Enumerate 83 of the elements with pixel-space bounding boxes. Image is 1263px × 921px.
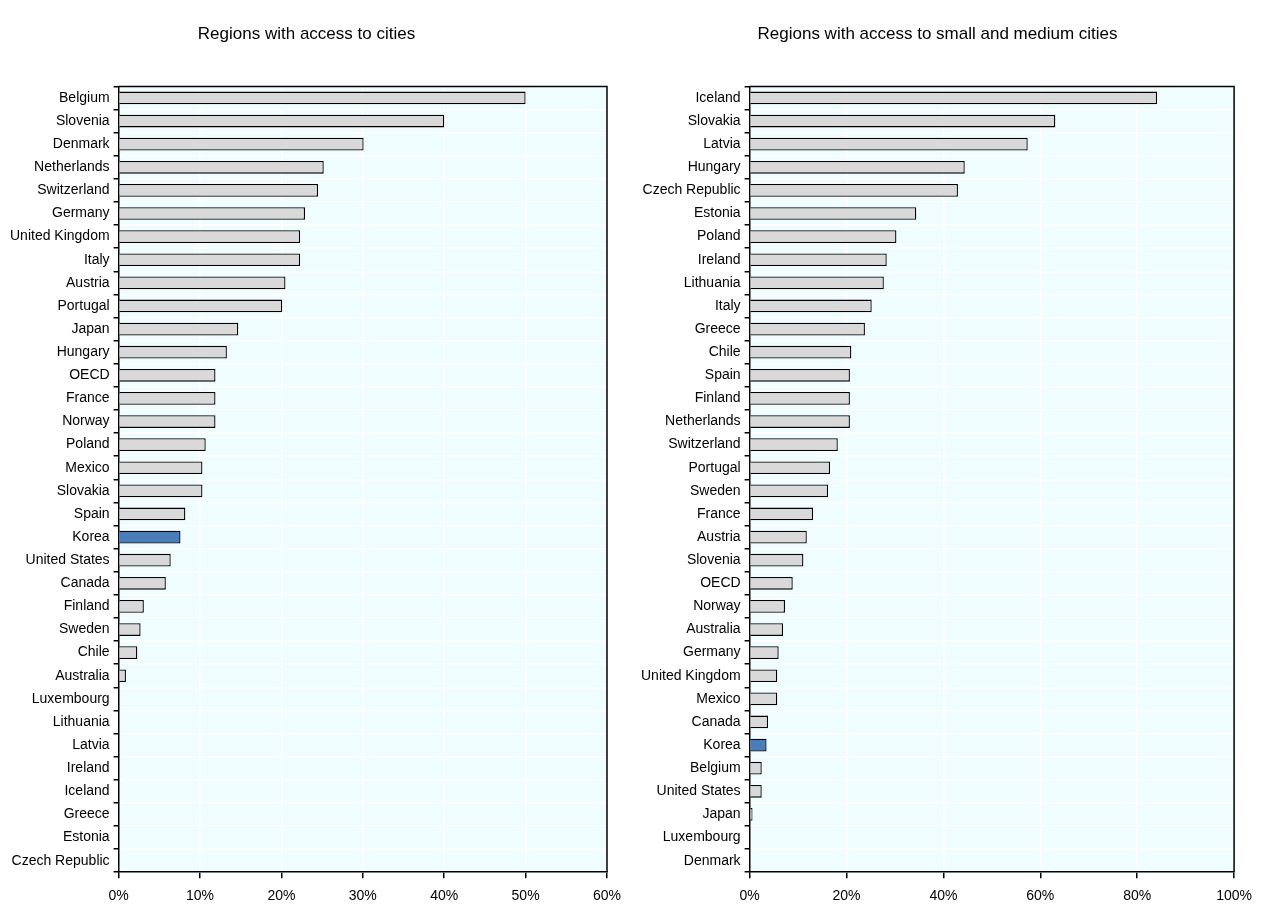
y-tick-label: OECD — [700, 574, 741, 591]
y-tick-label: Greece — [63, 805, 110, 822]
y-tick-label: Slovenia — [55, 111, 110, 128]
y-tick-label: Spain — [73, 504, 110, 521]
y-tick-label: Korea — [72, 527, 110, 544]
y-tick-label: Hungary — [687, 158, 741, 175]
y-tick-label: Japan — [702, 805, 741, 822]
y-tick-label: Japan — [71, 319, 110, 336]
y-tick-label: Chile — [77, 643, 110, 660]
y-tick-label: Germany — [683, 643, 741, 660]
x-tick-label: 60% — [592, 887, 622, 904]
y-tick-label: France — [697, 504, 741, 521]
y-tick-label: United Kingdom — [9, 227, 110, 244]
y-tick-label: Poland — [66, 435, 110, 452]
y-tick-label: Norway — [693, 597, 741, 614]
y-tick-label: Netherlands — [665, 412, 741, 429]
y-tick-label: Australia — [55, 666, 110, 683]
x-tick-label: 50% — [511, 887, 540, 904]
y-tick-label: Poland — [697, 227, 741, 244]
chart-title: Regions with access to cities — [197, 23, 416, 43]
y-tick-label: Sweden — [690, 481, 741, 498]
x-tick-label: 40% — [929, 887, 958, 904]
y-tick-label: Mexico — [65, 458, 110, 475]
y-tick-label: Czech Republic — [11, 851, 110, 868]
y-tick-label: Czech Republic — [642, 181, 741, 198]
x-tick-label: 30% — [348, 887, 377, 904]
y-tick-label: Hungary — [56, 343, 110, 360]
y-tick-label: Germany — [52, 204, 110, 221]
y-tick-label: Slovakia — [687, 111, 741, 128]
y-tick-label: Lithuania — [52, 712, 110, 729]
y-tick-label: Italy — [83, 250, 110, 267]
x-tick-label: 80% — [1123, 887, 1152, 904]
y-tick-label: Estonia — [62, 828, 110, 845]
y-tick-label: Belgium — [690, 759, 741, 776]
y-tick-label: Slovenia — [686, 551, 741, 568]
y-tick-label: United States — [656, 782, 741, 799]
y-tick-label: Luxembourg — [31, 689, 110, 706]
y-tick-label: Korea — [703, 735, 741, 752]
y-tick-label: Switzerland — [668, 435, 741, 452]
y-tick-label: United States — [25, 551, 110, 568]
y-tick-label: Ireland — [697, 250, 741, 267]
y-tick-label: Greece — [694, 319, 741, 336]
x-tick-label: 0% — [108, 887, 129, 904]
y-tick-label: Lithuania — [683, 273, 741, 290]
y-tick-label: Chile — [708, 343, 741, 360]
y-tick-label: Iceland — [64, 782, 110, 799]
x-tick-label: 100% — [1216, 887, 1252, 904]
y-tick-label: Australia — [686, 620, 741, 637]
y-tick-label: Canada — [60, 574, 110, 591]
x-tick-label: 40% — [430, 887, 459, 904]
y-tick-label: Iceland — [695, 88, 741, 105]
y-tick-label: Ireland — [66, 759, 110, 776]
x-tick-label: 10% — [185, 887, 215, 904]
y-tick-label: United Kingdom — [640, 666, 741, 683]
y-tick-label: Italy — [714, 296, 741, 313]
y-tick-label: Portugal — [688, 458, 741, 475]
y-tick-label: Switzerland — [37, 181, 110, 198]
x-tick-label: 20% — [267, 887, 296, 904]
y-tick-label: Austria — [66, 273, 110, 290]
x-tick-label: 60% — [1026, 887, 1055, 904]
chart-title: Regions with access to small and medium cities — [757, 23, 1118, 43]
y-tick-label: Sweden — [59, 620, 110, 637]
y-tick-label: Netherlands — [34, 158, 110, 175]
y-tick-label: Estonia — [693, 204, 741, 221]
y-tick-label: Luxembourg — [662, 828, 741, 845]
y-tick-label: Mexico — [696, 689, 741, 706]
y-tick-label: Denmark — [683, 851, 742, 868]
x-tick-label: 0% — [739, 887, 760, 904]
y-tick-label: France — [66, 389, 110, 406]
y-tick-label: Portugal — [57, 296, 110, 313]
y-tick-label: Austria — [697, 527, 741, 544]
y-tick-label: Finland — [694, 389, 741, 406]
x-tick-label: 20% — [832, 887, 861, 904]
y-tick-label: Latvia — [72, 735, 110, 752]
y-tick-label: Belgium — [59, 88, 110, 105]
y-tick-label: Spain — [704, 366, 741, 383]
y-tick-label: OECD — [69, 366, 110, 383]
y-tick-label: Canada — [691, 712, 741, 729]
y-tick-label: Finland — [63, 597, 110, 614]
y-tick-label: Norway — [62, 412, 110, 429]
y-tick-label: Denmark — [52, 135, 111, 152]
y-tick-label: Latvia — [703, 135, 741, 152]
y-tick-label: Slovakia — [56, 481, 110, 498]
